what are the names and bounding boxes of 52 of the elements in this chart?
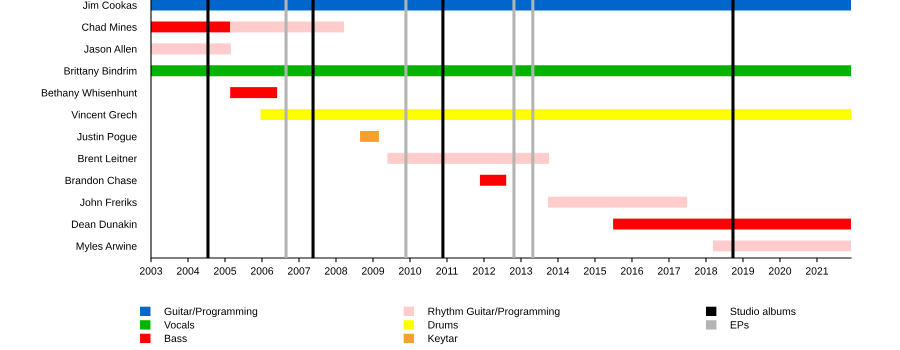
- y-tick-label: Jim Cookas: [82, 1, 137, 9]
- legend-label: Vocals: [164, 320, 194, 329]
- bar: [387, 152, 550, 164]
- bar: [480, 174, 506, 186]
- legend-label: Rhythm Guitar/Programming: [428, 307, 560, 318]
- x-tick-label: 2005: [214, 267, 236, 275]
- x-tick-label: 2007: [288, 267, 310, 275]
- bar: [151, 43, 231, 54]
- x-tick-label: 2012: [472, 267, 496, 275]
- bar: [230, 87, 278, 98]
- x-tick-label: 2013: [510, 267, 532, 275]
- legend-label: Guitar/Programming: [164, 307, 258, 318]
- x-tick-label: 2015: [584, 267, 606, 275]
- x-tick-label: 2020: [768, 267, 792, 275]
- y-tick-label: Brittany Bindrim: [64, 66, 136, 77]
- legend-label: Bass: [164, 334, 187, 342]
- x-tick-label: 2008: [324, 267, 348, 275]
- y-tick-label: Chad Mines: [82, 23, 137, 31]
- bar: [151, 21, 230, 32]
- y-tick-label: Brandon Chase: [66, 176, 137, 184]
- legend-label: Studio albums: [730, 307, 796, 316]
- y-tick-label: Jason Allen: [84, 45, 136, 53]
- y-tick-label: John Freriks: [80, 198, 137, 206]
- bar: [713, 240, 851, 252]
- x-tick-label: 2003: [140, 267, 162, 275]
- y-tick-label: Brent Leitner: [78, 154, 137, 162]
- x-tick-label: 2021: [806, 267, 828, 275]
- y-tick-label: Vincent Grech: [71, 110, 136, 118]
- x-tick-label: 2006: [250, 267, 274, 275]
- x-tick-label: 2018: [694, 267, 718, 275]
- legend-label: Drums: [428, 321, 458, 329]
- legend-label: EPs: [730, 321, 749, 329]
- bar: [260, 109, 851, 120]
- x-tick-label: 2004: [176, 267, 200, 275]
- bar: [613, 218, 851, 230]
- bar: [548, 196, 688, 208]
- bar: [230, 21, 344, 32]
- x-tick-label: 2016: [620, 267, 644, 275]
- x-tick-label: 2017: [658, 267, 680, 275]
- y-tick-label: Bethany Whisenhunt: [42, 88, 138, 99]
- legend-label: Keytar: [428, 334, 458, 344]
- y-tick-label: Myles Arwine: [76, 242, 137, 252]
- y-tick-label: Dean Dunakin: [72, 220, 136, 228]
- x-tick-label: 2019: [732, 267, 754, 275]
- x-tick-label: 2010: [398, 267, 422, 275]
- bar: [360, 130, 379, 142]
- x-tick-label: 2009: [362, 267, 384, 275]
- x-tick-label: 2014: [546, 267, 570, 275]
- y-tick-label: Justin Pogue: [77, 132, 137, 142]
- x-tick-label: 2011: [436, 267, 458, 275]
- bar: [151, 65, 851, 76]
- bar: [151, 0, 851, 11]
